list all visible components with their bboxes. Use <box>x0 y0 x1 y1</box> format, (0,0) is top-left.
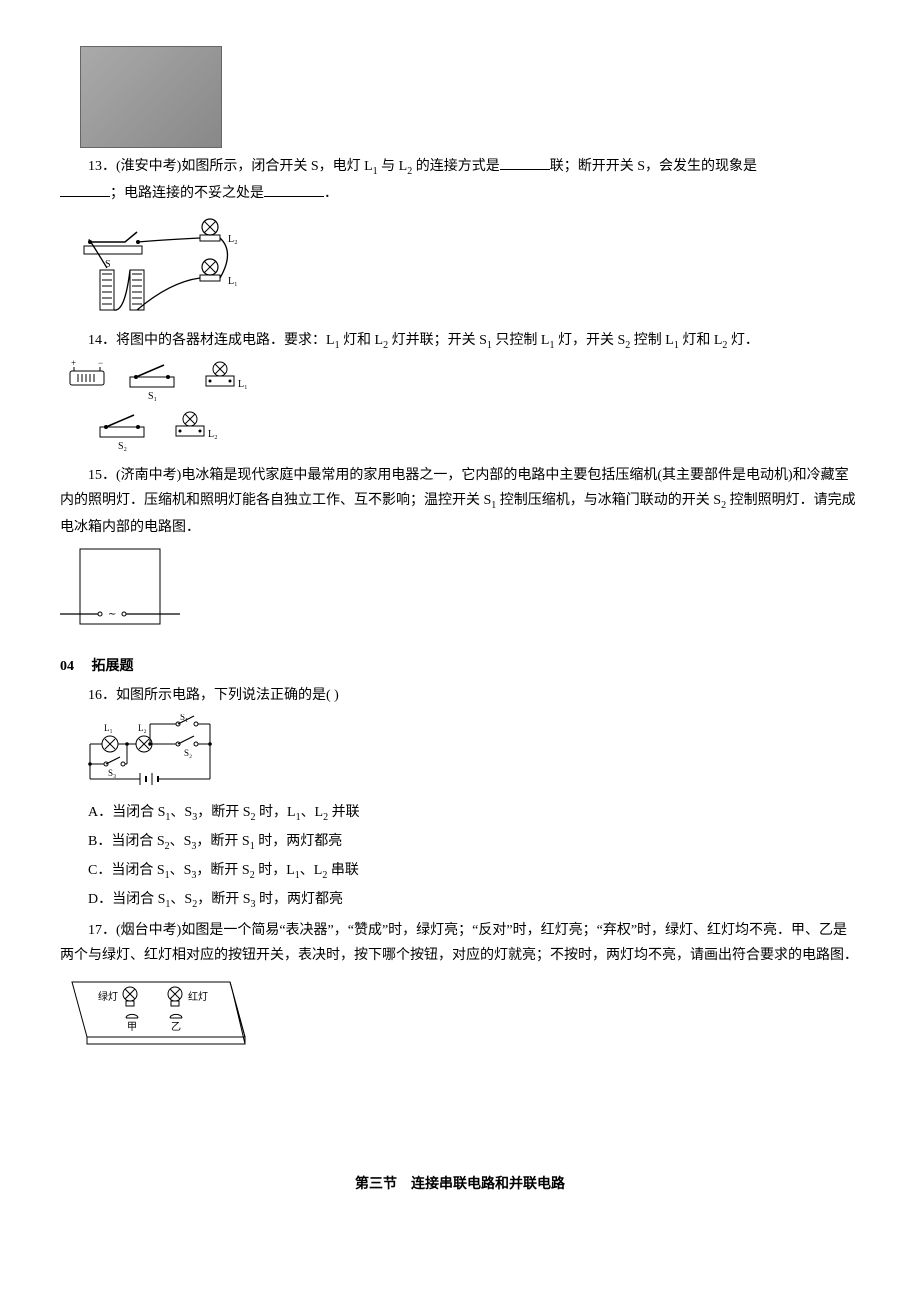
ob3: 、S <box>170 834 192 849</box>
q14-s2: S₂ <box>118 441 127 452</box>
q14-c: 灯并联；开关 S <box>388 333 487 348</box>
q15-text: 15．(济南中考)电冰箱是现代家庭中最常用的家用电器之一，它内部的电路中主要包括… <box>60 463 860 540</box>
q14-d: 只控制 L <box>492 333 550 348</box>
svg-text:L₂: L₂ <box>138 723 147 733</box>
oa9: 、L <box>301 805 324 820</box>
q13-b: 与 L <box>378 159 408 174</box>
section-04-title: 拓展题 <box>92 659 134 674</box>
od3: 、S <box>170 892 192 907</box>
q13-text: 13．(淮安中考)如图所示，闭合开关 S，电灯 L1 与 L2 的连接方式是联；… <box>60 154 860 206</box>
svg-text:S₁: S₁ <box>180 714 188 722</box>
blank-1 <box>500 155 550 170</box>
ob7: 时，两灯都亮 <box>255 834 343 849</box>
bottom-title: 第三节 连接串联电路和并联电路 <box>60 1172 860 1197</box>
q17-a: 17．(烟台中考)如图是一个简易“表决器”，“赞成”时，绿灯亮；“反对”时，红灯… <box>88 923 833 938</box>
oa7: 时，L <box>256 805 296 820</box>
svg-text:S₃: S₃ <box>108 768 116 778</box>
q16-optC: C．当闭合 S1、S3，断开 S2 时，L1、L2 串联 <box>60 858 860 885</box>
q14-text: 14．将图中的各器材连成电路．要求：L1 灯和 L2 灯并联；开关 S1 只控制… <box>60 328 860 355</box>
od7: 时，两灯都亮 <box>256 892 344 907</box>
oc9: 、L <box>300 863 323 878</box>
od5: ，断开 S <box>197 892 250 907</box>
q14-l1: L₁ <box>238 379 248 390</box>
q13-d: 联；断开开关 S，会发生的现象是 <box>550 159 757 174</box>
q13-a: 13．(淮安中考)如图所示，闭合开关 S，电灯 L <box>88 159 373 174</box>
q16-stem: 16．如图所示电路，下列说法正确的是( ) <box>60 683 860 708</box>
q14-f: 控制 L <box>630 333 674 348</box>
q13-l1-label: L₁ <box>228 276 238 287</box>
q14-g: 灯和 L <box>679 333 723 348</box>
svg-text:∼: ∼ <box>108 609 116 620</box>
q17-yi: 乙 <box>171 1021 181 1033</box>
q15-b: 互不影响；温控开关 S <box>354 493 491 508</box>
q12-photo <box>80 46 222 148</box>
q17-green: 绿灯 <box>98 990 118 1003</box>
q13-c: 的连接方式是 <box>412 159 500 174</box>
q14-plus: + <box>71 359 76 368</box>
q14-s1: S₁ <box>148 391 157 402</box>
q17-text: 17．(烟台中考)如图是一个简易“表决器”，“赞成”时，绿灯亮；“反对”时，红灯… <box>60 918 860 968</box>
blank-2 <box>60 196 110 197</box>
q14-figure: + − S₁ L₁ S₂ L₂ <box>60 359 860 459</box>
q13-l2-label: L₂ <box>228 234 238 245</box>
q14-h: 灯． <box>727 333 759 348</box>
q16-optB: B．当闭合 S2、S3，断开 S1 时，两灯都亮 <box>60 829 860 856</box>
q14-b: 灯和 L <box>340 333 384 348</box>
q13-f: ． <box>324 186 338 201</box>
oc1: C．当闭合 S <box>88 863 165 878</box>
section-04-num: 04 <box>60 654 74 679</box>
q13-circuit: L₂ L₁ S <box>80 212 860 322</box>
oc5: ，断开 S <box>196 863 249 878</box>
q13-e: ；电路连接的不妥之处是 <box>110 186 264 201</box>
q16-optA: A．当闭合 S1、S3，断开 S2 时，L1、L2 并联 <box>60 800 860 827</box>
oc7: 时，L <box>255 863 295 878</box>
od1: D．当闭合 S <box>88 892 165 907</box>
q17-jia: 甲 <box>127 1022 137 1033</box>
oc3: 、S <box>170 863 192 878</box>
blank-3 <box>264 182 324 197</box>
oa5: ，断开 S <box>197 805 250 820</box>
ob5: ，断开 S <box>196 834 249 849</box>
oa11: 并联 <box>328 805 360 820</box>
q14-l2: L₂ <box>208 429 218 440</box>
q13-s-label: S <box>105 259 111 270</box>
q14-e: 灯，开关 S <box>554 333 625 348</box>
q15-c: 控制压缩机，与冰箱门联动的开关 S <box>496 493 721 508</box>
svg-text:S₂: S₂ <box>184 748 192 758</box>
svg-text:L₁: L₁ <box>104 723 113 733</box>
q14-minus: − <box>98 359 103 368</box>
oa3: 、S <box>170 805 192 820</box>
oc11: 串联 <box>327 863 359 878</box>
section-04-head: 04 拓展题 <box>60 654 860 679</box>
q17-figure: 绿灯 红灯 甲 乙 <box>60 972 860 1052</box>
q16-optD: D．当闭合 S1、S2，断开 S3 时，两灯都亮 <box>60 887 860 914</box>
q15-figure: ∼ <box>60 544 860 634</box>
q17-red: 红灯 <box>188 990 208 1003</box>
ob1: B．当闭合 S <box>88 834 165 849</box>
oa1: A．当闭合 S <box>88 805 165 820</box>
q14-a: 14．将图中的各器材连成电路．要求：L <box>88 333 335 348</box>
q16-circuit: S₁ L₁ L₂ S₂ S₃ <box>80 714 860 794</box>
